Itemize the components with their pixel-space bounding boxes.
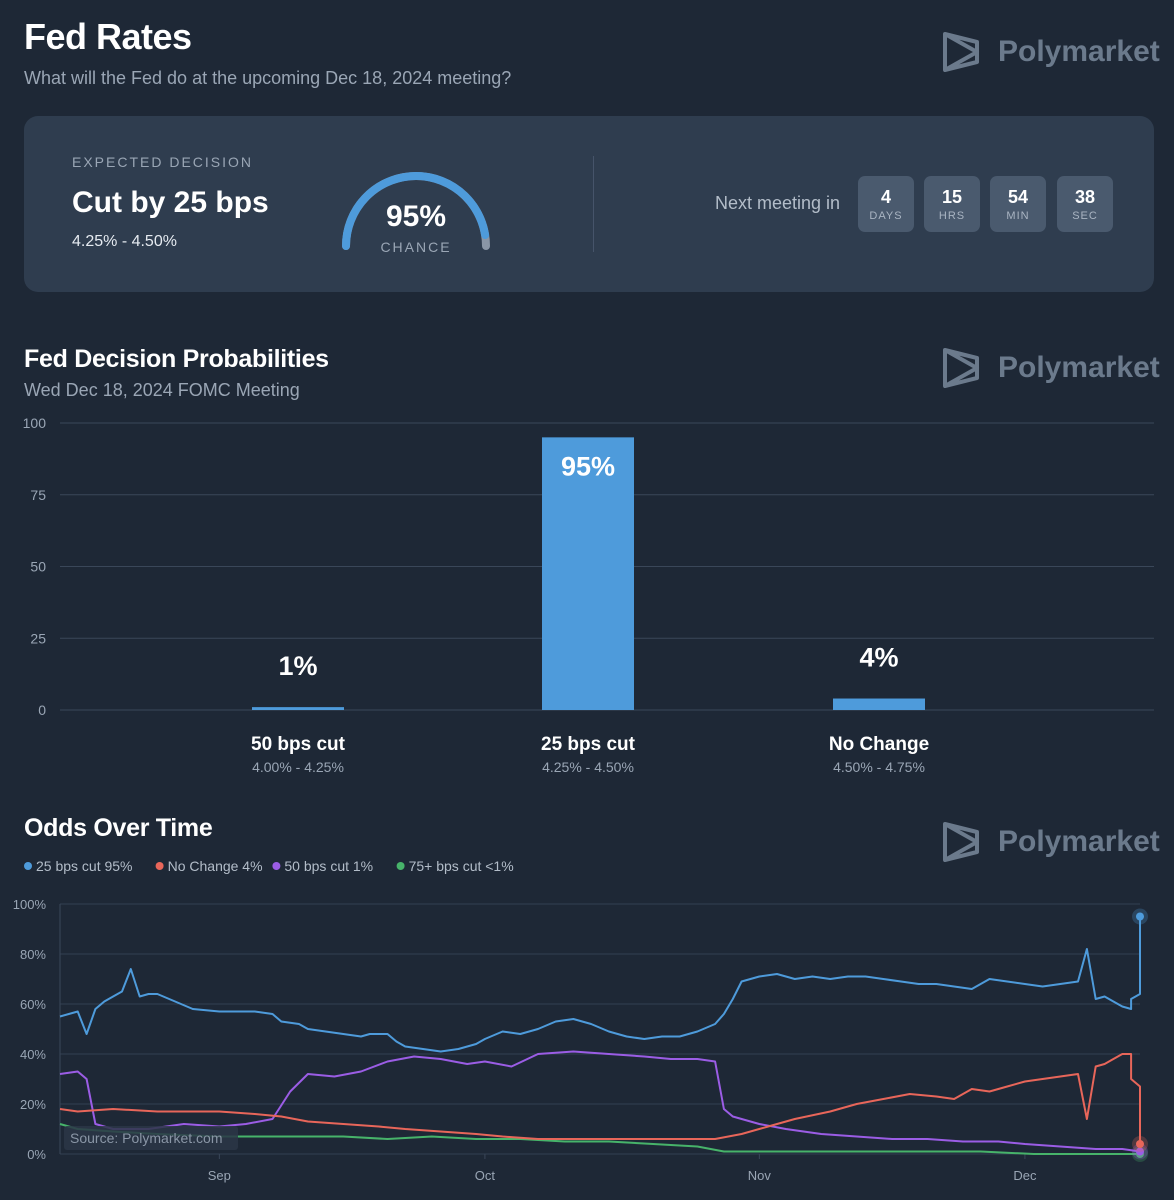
expected-decision-label: EXPECTED DECISION bbox=[72, 154, 254, 170]
polymarket-logo-icon bbox=[943, 348, 979, 388]
brand-name: Polymarket bbox=[998, 825, 1160, 858]
bar-ytick-label: 100 bbox=[23, 415, 47, 431]
next-meeting-label: Next meeting in bbox=[715, 193, 841, 213]
brand-name: Polymarket bbox=[998, 351, 1160, 384]
series-endpoint bbox=[1136, 912, 1144, 921]
countdown-minutes: 54 MIN bbox=[990, 176, 1046, 232]
countdown-days-value: 4 bbox=[880, 186, 891, 207]
countdown-hours-unit: HRS bbox=[938, 209, 966, 222]
countdown-minutes-unit: MIN bbox=[1006, 209, 1030, 222]
polymarket-logo-icon bbox=[943, 822, 979, 862]
expected-decision-range: 4.25% - 4.50% bbox=[72, 233, 177, 250]
line-ytick-label: 100% bbox=[13, 897, 47, 912]
bar bbox=[542, 437, 634, 710]
countdown-seconds-unit: SEC bbox=[1072, 209, 1098, 222]
bar-value-label: 1% bbox=[278, 651, 317, 681]
bar-ytick-label: 25 bbox=[30, 630, 46, 646]
bar bbox=[252, 707, 344, 710]
series-line bbox=[59, 1053, 1141, 1144]
chance-percent: 95% bbox=[385, 200, 447, 233]
legend-label: No Change 4% bbox=[168, 858, 263, 874]
legend-label: 25 bps cut 95% bbox=[36, 858, 133, 874]
series-endpoint bbox=[1136, 1140, 1144, 1148]
countdown-seconds: 38 SEC bbox=[1057, 176, 1113, 232]
countdown-days: 4 DAYS bbox=[858, 176, 914, 232]
bar bbox=[833, 698, 925, 710]
chance-gauge bbox=[342, 172, 490, 250]
bar-category-range: 4.50% - 4.75% bbox=[833, 759, 925, 775]
brand-name: Polymarket bbox=[998, 35, 1160, 68]
line-ytick-label: 20% bbox=[20, 1097, 46, 1112]
bar-ytick-label: 75 bbox=[30, 487, 46, 503]
chance-label: CHANCE bbox=[380, 239, 452, 255]
bar-category-range: 4.25% - 4.50% bbox=[542, 759, 634, 775]
brand-logo: Polymarket bbox=[942, 30, 1160, 74]
brand-logo-2: Polymarket bbox=[942, 346, 1160, 390]
bar-category-range: 4.00% - 4.25% bbox=[252, 759, 344, 775]
countdown-seconds-value: 38 bbox=[1074, 186, 1096, 207]
line-ytick-label: 40% bbox=[20, 1047, 46, 1062]
odds-title: Odds Over Time bbox=[24, 814, 213, 842]
bar-category-label: No Change bbox=[829, 734, 929, 755]
bar-category-label: 25 bps cut bbox=[541, 734, 636, 755]
bar-ytick-label: 0 bbox=[38, 702, 46, 718]
expected-decision-value: Cut by 25 bps bbox=[72, 186, 269, 219]
bar-category-label: 50 bps cut bbox=[251, 734, 346, 755]
probabilities-bar-chart: 0 25 50 75 100 1% 50 bps cut 4.00% - 4.25% 95% 25… bbox=[23, 415, 1154, 775]
page-subtitle: What will the Fed do at the upcoming Dec… bbox=[24, 68, 512, 88]
line-xtick-label: Nov bbox=[748, 1168, 772, 1183]
card-divider bbox=[593, 156, 594, 252]
line-ytick-label: 60% bbox=[20, 997, 46, 1012]
line-xtick-label: Sep bbox=[208, 1168, 231, 1183]
legend-label: 50 bps cut 1% bbox=[284, 858, 373, 874]
legend-label: 75+ bps cut <1% bbox=[409, 858, 514, 874]
source-label: Source: Polymarket.com bbox=[70, 1130, 223, 1146]
gauge-fill bbox=[342, 172, 490, 250]
brand-logo-3: Polymarket bbox=[942, 820, 1160, 864]
source-badge bbox=[64, 1126, 238, 1150]
odds-line-chart: 25 bps cut 95% No Change 4% 50 bps cut 1% 7… bbox=[13, 858, 1148, 1183]
probabilities-subtitle: Wed Dec 18, 2024 FOMC Meeting bbox=[24, 380, 300, 400]
line-xtick-label: Oct bbox=[475, 1168, 496, 1183]
legend-swatch bbox=[24, 862, 32, 870]
probabilities-title: Fed Decision Probabilities bbox=[24, 345, 329, 373]
bar-value-label: 95% bbox=[561, 451, 615, 481]
line-xtick-label: Dec bbox=[1013, 1168, 1037, 1183]
legend-swatch bbox=[396, 862, 405, 870]
countdown-minutes-value: 54 bbox=[1007, 186, 1029, 207]
bar-ytick-label: 50 bbox=[30, 559, 46, 575]
line-ytick-label: 80% bbox=[20, 947, 46, 962]
countdown-hours: 15 HRS bbox=[924, 176, 980, 232]
countdown-hours-value: 15 bbox=[941, 186, 963, 207]
legend-swatch bbox=[155, 862, 164, 870]
series-endpoint bbox=[1136, 1147, 1144, 1156]
page-title: Fed Rates bbox=[24, 16, 192, 57]
legend-swatch bbox=[272, 862, 281, 870]
countdown-days-unit: DAYS bbox=[869, 209, 903, 222]
bar-value-label: 4% bbox=[859, 643, 898, 673]
line-ytick-label: 0% bbox=[27, 1147, 46, 1162]
series-line bbox=[59, 916, 1141, 1053]
polymarket-logo-icon bbox=[943, 32, 979, 72]
